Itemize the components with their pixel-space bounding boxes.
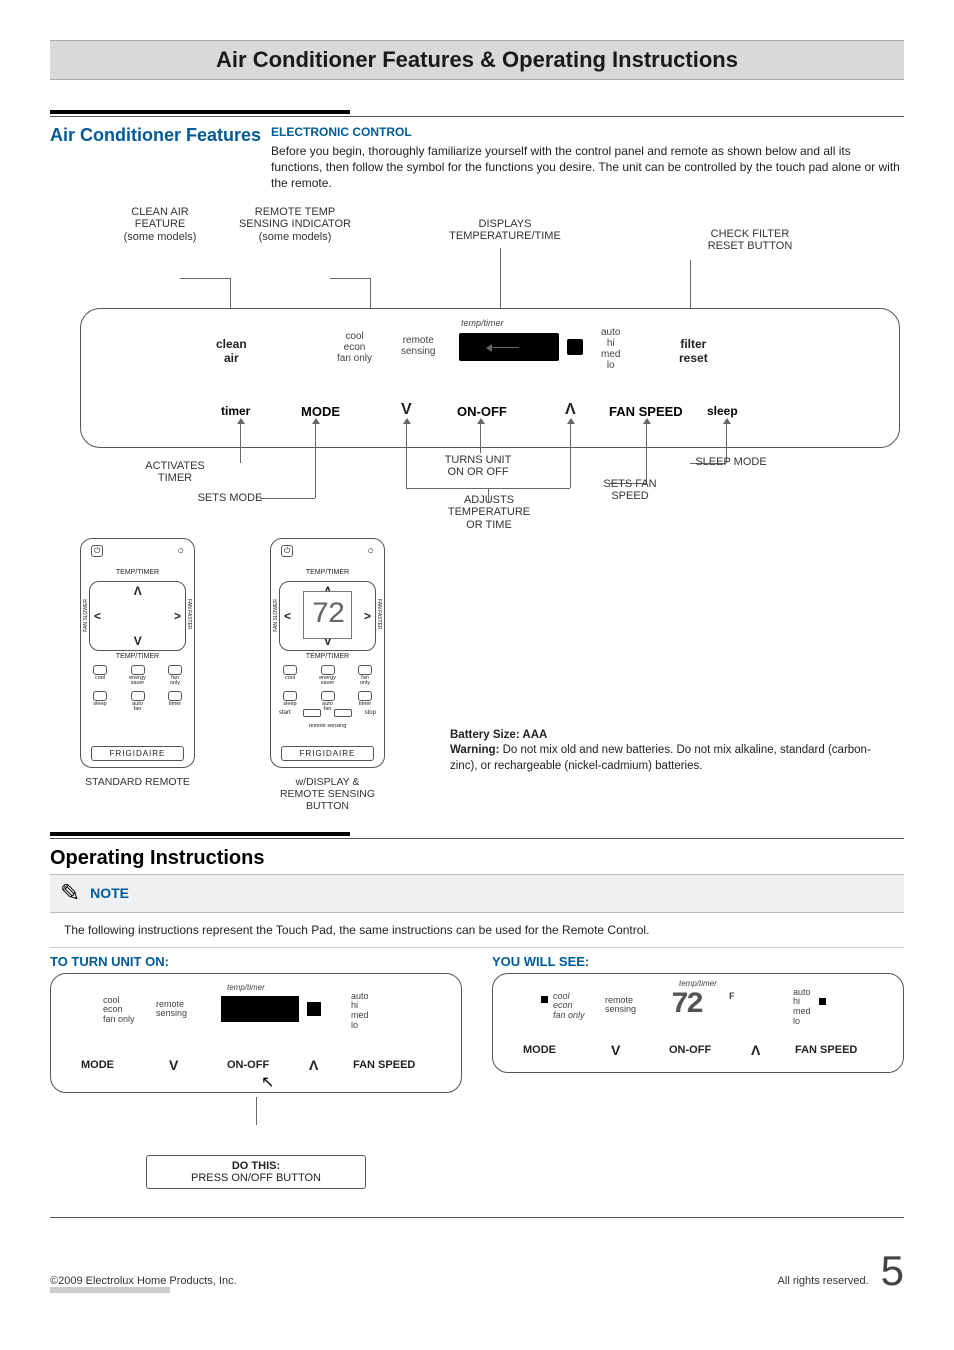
- left-col-head: TO TURN UNIT ON:: [50, 954, 462, 969]
- operating-title: Operating Instructions: [50, 847, 904, 870]
- display-remote: ⏻○ TEMP/TIMER Λ V < > 72 FAN SLOWER FAN …: [270, 538, 385, 768]
- footer-copyright: ©2009 Electrolux Home Products, Inc.: [50, 1275, 237, 1287]
- page-title-bar: Air Conditioner Features & Operating Ins…: [50, 40, 904, 80]
- footer-rights: All rights reserved.: [778, 1275, 869, 1287]
- panel-up: Λ: [565, 401, 576, 419]
- battery-warning-text: Do not mix old and new batteries. Do not…: [450, 744, 871, 772]
- note-title: NOTE: [90, 885, 129, 901]
- callout-activates-timer: ACTIVATES TIMER: [130, 460, 220, 485]
- footer-bar: [50, 1287, 170, 1293]
- pushpin-icon: ✎: [60, 879, 80, 908]
- caption-standard-remote: STANDARD REMOTE: [70, 776, 205, 788]
- panel-fan: FAN SPEED: [609, 404, 683, 419]
- panel-indicator: [567, 339, 583, 355]
- callout-sleep-mode: SLEEP MODE: [686, 456, 776, 469]
- panel-remote-sensing: remote sensing: [401, 335, 435, 357]
- panel-clean-air: clean air: [216, 337, 247, 365]
- panel-onoff: ON-OFF: [457, 404, 507, 419]
- cursor-icon: ↖: [261, 1072, 274, 1092]
- panel-speed-list: auto hi med lo: [601, 327, 620, 371]
- callout-sets-fan: SETS FAN SPEED: [590, 478, 670, 503]
- features-title: Air Conditioner Features: [50, 125, 261, 146]
- page-number: 5: [881, 1254, 904, 1288]
- note-text: The following instructions represent the…: [50, 913, 904, 948]
- callout-clean-air: CLEAN AIR FEATURE (some models): [105, 206, 215, 244]
- callout-turns-unit: TURNS UNIT ON OR OFF: [428, 454, 528, 479]
- panel-mode-list: cool econ fan only: [337, 331, 372, 364]
- page-title: Air Conditioner Features & Operating Ins…: [62, 47, 892, 73]
- panel-temp-timer: temp/timer: [461, 319, 504, 329]
- remote-brand: FRIGIDAIRE: [91, 746, 184, 761]
- callout-sets-mode: SETS MODE: [190, 492, 270, 505]
- note-box: ✎ NOTE: [50, 874, 904, 913]
- op-rule: [50, 832, 350, 836]
- battery-warning-label: Warning:: [450, 744, 499, 756]
- do-this-box: DO THIS: PRESS ON/OFF BUTTON: [146, 1155, 366, 1189]
- callout-check-filter: CHECK FILTER RESET BUTTON: [690, 228, 810, 253]
- op-rule-thin: [50, 838, 904, 839]
- callout-adjusts: ADJUSTS TEMPERATURE OR TIME: [434, 494, 544, 532]
- features-subtitle: ELECTRONIC CONTROL: [271, 125, 904, 139]
- remote-fan-faster: FAN FASTER: [186, 599, 192, 630]
- remote-fan-slower: FAN SLOWER: [83, 599, 89, 632]
- control-panel: clean air cool econ fan only remote sens…: [80, 308, 900, 448]
- battery-size: Battery Size: AAA: [450, 729, 547, 741]
- panel-down: V: [401, 401, 412, 419]
- panel-mode: MODE: [301, 404, 340, 419]
- control-panel-diagram: CLEAN AIR FEATURE (some models) REMOTE T…: [50, 198, 904, 808]
- caption-display-remote: w/DISPLAY & REMOTE SENSING BUTTON: [260, 776, 395, 812]
- panel-timer: timer: [221, 404, 250, 418]
- section-rule: [50, 110, 350, 114]
- section-rule-thin: [50, 116, 904, 117]
- remote-tt-bot: TEMP/TIMER: [81, 653, 194, 660]
- remote-tt-top: TEMP/TIMER: [81, 569, 194, 576]
- right-col-head: YOU WILL SEE:: [492, 954, 904, 969]
- remote-display: 72: [303, 591, 352, 639]
- standard-remote: ⏻○ TEMP/TIMER Λ V < > FAN SLOWER FAN FAS…: [80, 538, 195, 768]
- battery-info: Battery Size: AAA Warning: Do not mix ol…: [450, 728, 894, 775]
- features-intro: Before you begin, thoroughly familiarize…: [271, 143, 904, 192]
- callout-remote-temp: REMOTE TEMP SENSING INDICATOR (some mode…: [230, 206, 360, 244]
- panel-filter-reset: filter reset: [679, 337, 708, 365]
- mini-panel-right: cool econ fan only remote sensing temp/t…: [492, 973, 904, 1073]
- mini-panel-left: cool econ fan only remote sensing temp/t…: [50, 973, 462, 1093]
- panel-sleep: sleep: [707, 404, 738, 418]
- callout-displays: DISPLAYS TEMPERATURE/TIME: [430, 218, 580, 243]
